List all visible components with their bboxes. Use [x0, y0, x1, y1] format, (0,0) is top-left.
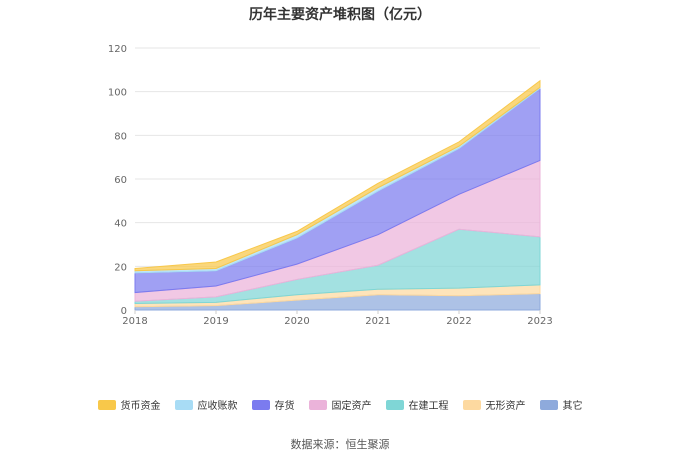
- y-tick-label: 120: [108, 44, 127, 55]
- legend-item[interactable]: 其它: [539, 397, 583, 412]
- y-tick-label: 60: [114, 175, 127, 186]
- x-tick-label: 2020: [284, 316, 309, 327]
- legend-label: 无形资产: [485, 401, 526, 412]
- legend-swatch: [251, 399, 270, 410]
- y-tick-label: 80: [114, 131, 127, 142]
- legend-label: 应收账款: [197, 401, 238, 412]
- legend-swatch: [97, 399, 116, 410]
- legend-swatch: [462, 399, 481, 410]
- legend-label: 其它: [562, 401, 583, 412]
- y-tick-label: 20: [114, 262, 127, 273]
- x-tick-label: 2022: [446, 316, 471, 327]
- legend-item[interactable]: 应收账款: [174, 397, 238, 412]
- y-tick-label: 40: [114, 219, 127, 230]
- legend-swatch: [174, 399, 193, 410]
- legend-label: 固定资产: [331, 401, 372, 412]
- source-note: 数据来源：恒生聚源: [290, 438, 390, 451]
- y-tick-label: 100: [108, 88, 127, 99]
- x-tick-label: 2021: [365, 316, 390, 327]
- x-tick-label: 2018: [122, 316, 147, 327]
- legend-label: 货币资金: [120, 401, 161, 412]
- legend-item[interactable]: 在建工程: [385, 397, 449, 412]
- area-series: [134, 79, 541, 272]
- legend: 货币资金 应收账款 存货 固定资产 在建工程 无形资产 其它: [0, 397, 680, 412]
- chart-title: 历年主要资产堆积图（亿元）: [249, 7, 431, 23]
- legend-swatch: [385, 399, 404, 410]
- legend-item[interactable]: 货币资金: [97, 397, 161, 412]
- legend-label: 存货: [274, 401, 295, 412]
- y-tick-label: 0: [121, 306, 127, 317]
- legend-swatch: [308, 399, 327, 410]
- x-tick-label: 2023: [527, 316, 552, 327]
- x-tick-label: 2019: [203, 316, 228, 327]
- legend-item[interactable]: 无形资产: [462, 397, 526, 412]
- legend-item[interactable]: 固定资产: [308, 397, 372, 412]
- legend-label: 在建工程: [408, 401, 449, 412]
- legend-swatch: [539, 399, 558, 410]
- legend-item[interactable]: 存货: [251, 397, 295, 412]
